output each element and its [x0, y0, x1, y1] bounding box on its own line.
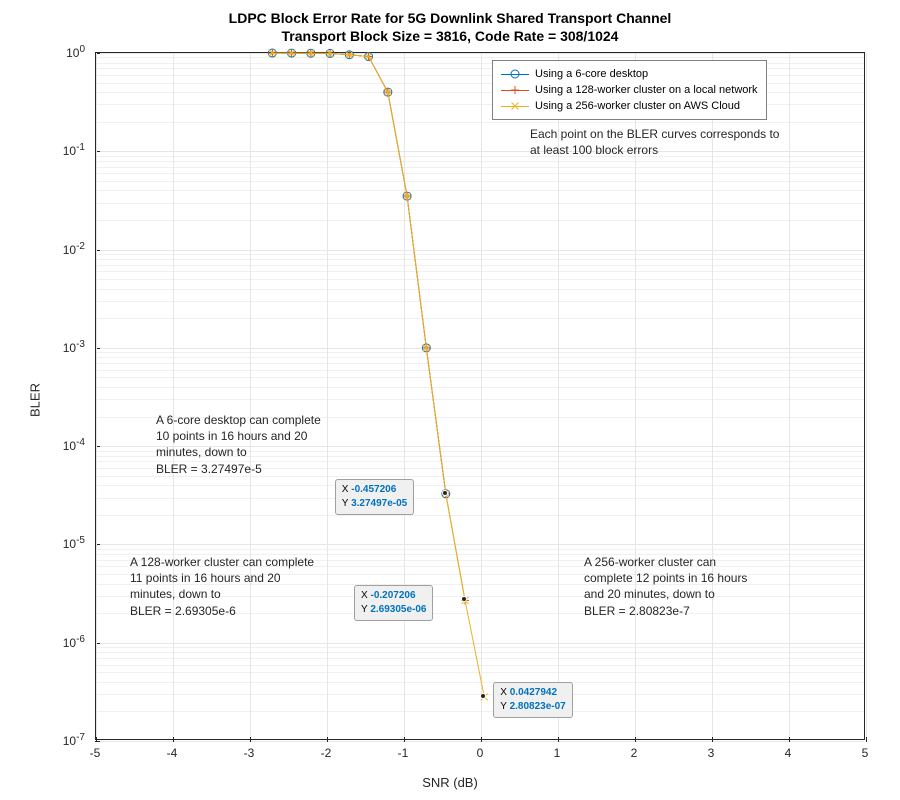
x-tick-label: -2 — [321, 746, 332, 760]
y-tick-label: 10-2 — [45, 241, 85, 257]
y-tick-label: 10-3 — [45, 339, 85, 355]
major-gridline — [96, 741, 864, 742]
x-tick-label: -4 — [167, 746, 178, 760]
datatip[interactable]: X -0.457206Y 3.27497e-05 — [335, 479, 414, 515]
y-tick-label: 10-6 — [45, 634, 85, 650]
y-tick-label: 10-5 — [45, 535, 85, 551]
x-tick-label: -3 — [244, 746, 255, 760]
series-cluster-128[interactable] — [272, 53, 465, 600]
datatip-marker[interactable] — [442, 490, 448, 496]
y-tick-label: 10-4 — [45, 437, 85, 453]
y-tick-label: 10-1 — [45, 142, 85, 158]
y-tick-label: 10-7 — [45, 732, 85, 748]
datatip[interactable]: X 0.0427942Y 2.80823e-07 — [493, 682, 572, 718]
x-tick-label: 0 — [477, 746, 484, 760]
plot-svg — [96, 53, 866, 741]
title-line-1: LDPC Block Error Rate for 5G Downlink Sh… — [0, 10, 900, 26]
y-axis-label: BLER — [27, 383, 42, 417]
figure: LDPC Block Error Rate for 5G Downlink Sh… — [0, 0, 900, 800]
plot-area[interactable] — [95, 52, 865, 740]
x-axis-label: SNR (dB) — [422, 775, 478, 790]
y-tick-label: 100 — [45, 44, 85, 60]
x-tick-label: 2 — [631, 746, 638, 760]
x-tick-label: 3 — [708, 746, 715, 760]
x-tick-label: -1 — [398, 746, 409, 760]
datatip[interactable]: X -0.207206Y 2.69305e-06 — [354, 585, 433, 621]
x-tick-label: 5 — [862, 746, 869, 760]
x-tick-label: 1 — [554, 746, 561, 760]
series-desktop-6core[interactable] — [272, 53, 445, 494]
title-line-2: Transport Block Size = 3816, Code Rate =… — [0, 28, 900, 44]
major-gridline — [866, 53, 867, 739]
x-tick-label: -5 — [90, 746, 101, 760]
x-tick-label: 4 — [785, 746, 792, 760]
